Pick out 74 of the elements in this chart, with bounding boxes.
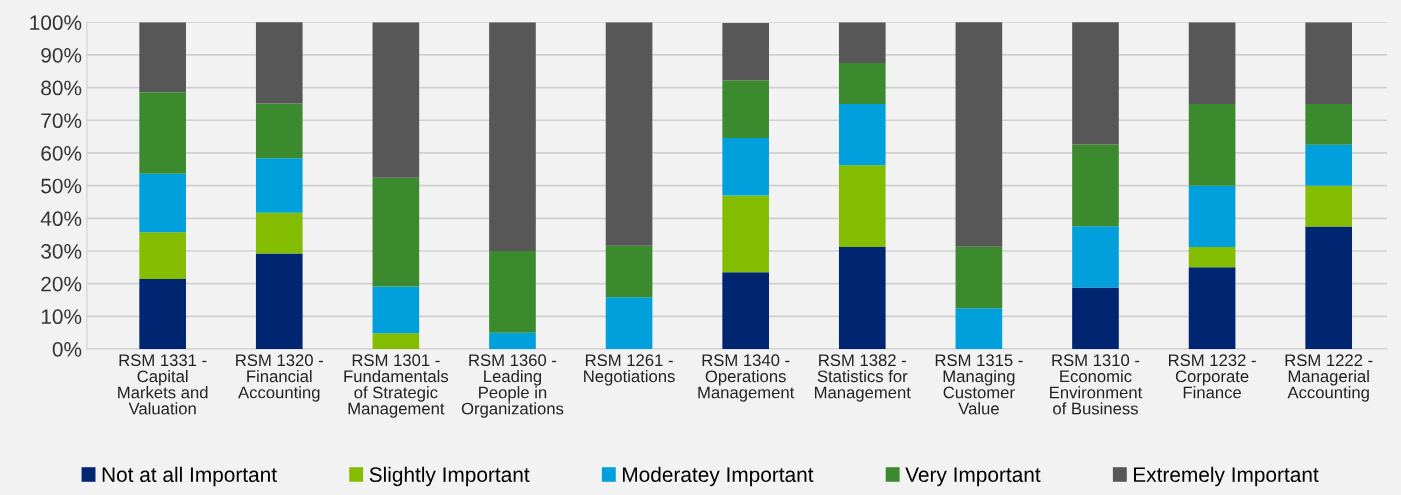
bar	[372, 333, 420, 349]
bar	[372, 286, 420, 334]
x-tick-label: RSM 1315 - Managing Customer Value	[935, 354, 1023, 415]
bar	[1188, 247, 1236, 268]
bar	[605, 22, 653, 246]
bar	[1188, 22, 1236, 104]
x-tick-label: RSM 1382 - Statistics for Management	[815, 354, 911, 402]
y-tick-label: 80%	[41, 80, 82, 96]
bar	[1305, 144, 1353, 186]
bar	[838, 247, 886, 349]
legend-label: Moderatey Important	[623, 466, 814, 487]
y-tick-label: 20%	[41, 276, 82, 292]
x-tick-label: RSM 1222 - Managerial Accounting	[1285, 354, 1373, 402]
bar	[838, 165, 886, 248]
bar	[605, 245, 653, 298]
bar	[139, 232, 186, 280]
y-tick-label: 40%	[40, 211, 82, 227]
bar	[722, 195, 769, 273]
bar	[605, 297, 653, 349]
x-tick-label: RSM 1310 - Economic Environment of Business	[1050, 354, 1143, 415]
bar	[1305, 185, 1353, 227]
bar	[489, 332, 536, 349]
legend-label: Very Important	[905, 467, 1041, 487]
y-tick-label: 70%	[41, 113, 82, 129]
bar	[255, 253, 303, 349]
bar	[1305, 103, 1353, 145]
bar	[372, 177, 420, 287]
x-tick-label: RSM 1301 - Fundamentals of Strategic Management	[344, 354, 449, 418]
bar	[955, 308, 1003, 349]
bar	[1305, 22, 1353, 104]
x-tick-label: RSM 1360 - Leading People in Organizations	[461, 354, 564, 418]
bar	[955, 246, 1003, 309]
bar	[139, 173, 186, 233]
bar	[489, 250, 536, 333]
bar	[838, 103, 886, 166]
bar	[722, 272, 769, 349]
bar	[139, 92, 186, 174]
y-tick-label: 0%	[52, 341, 82, 357]
legend-label: Not at all Important	[102, 466, 277, 487]
bar	[255, 212, 303, 254]
y-tick-label: 10%	[41, 309, 82, 325]
bar	[489, 22, 536, 251]
bar	[255, 158, 303, 213]
y-tick-label: 90%	[41, 47, 82, 63]
bar	[1072, 144, 1119, 227]
bar	[838, 63, 886, 104]
bar	[1188, 185, 1236, 248]
bar	[255, 22, 303, 104]
x-tick-label: RSM 1232 - Corporate Finance	[1168, 354, 1256, 399]
x-tick-label: RSM 1340 - Operations Management	[698, 354, 795, 402]
legend-label: Extremely Important	[1134, 466, 1319, 487]
bar	[722, 137, 769, 196]
bar	[372, 22, 420, 178]
bar	[1072, 226, 1119, 288]
y-tick-label: 50%	[41, 178, 82, 194]
y-tick-label: 30%	[41, 243, 82, 259]
bar	[838, 22, 886, 64]
legend-label: Slightly Important	[369, 466, 530, 487]
bar	[955, 22, 1003, 247]
bar	[139, 279, 186, 349]
bar	[1305, 226, 1353, 349]
bar	[1188, 267, 1236, 349]
bar	[722, 22, 769, 81]
y-tick-label: 100%	[30, 15, 82, 31]
bar	[1072, 287, 1119, 349]
bar	[1188, 103, 1236, 186]
x-tick-label: RSM 1331 - Capital Markets and Valuation	[118, 354, 208, 415]
bar	[139, 22, 186, 93]
bar	[1072, 22, 1119, 145]
x-tick-label: RSM 1261 - Negotiations	[584, 354, 675, 386]
bar	[255, 103, 303, 159]
x-tick-label: RSM 1320 - Financial Accounting	[236, 354, 323, 402]
bar	[722, 80, 769, 138]
y-tick-label: 60%	[41, 145, 82, 161]
